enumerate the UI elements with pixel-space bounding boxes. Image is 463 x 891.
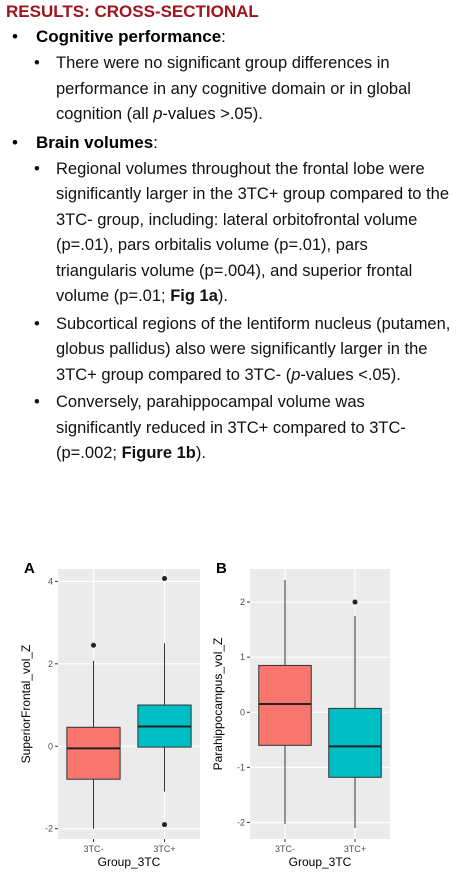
outlier bbox=[91, 642, 96, 648]
heading: RESULTS: CROSS-SECTIONAL bbox=[6, 2, 259, 21]
x-axis-label: Group_3TC bbox=[98, 855, 161, 869]
x-tick-label: 3TC- bbox=[84, 844, 104, 854]
x-tick-label: 3TC+ bbox=[344, 844, 366, 854]
text-run: There were no significant group differen… bbox=[56, 54, 411, 123]
panel-label: B bbox=[216, 560, 227, 577]
text-run: : bbox=[221, 27, 226, 46]
text-run: p bbox=[153, 105, 163, 123]
box bbox=[328, 707, 382, 778]
panel-label: A bbox=[24, 560, 35, 577]
y-tick-label: -1 bbox=[237, 762, 245, 772]
outlier bbox=[352, 599, 358, 605]
y-tick-label: 2 bbox=[48, 659, 53, 669]
plot-background bbox=[58, 569, 200, 839]
text-run: Subcortical regions of the lentiform nuc… bbox=[56, 314, 451, 384]
x-axis-label: Group_3TC bbox=[289, 855, 352, 869]
document: RESULTS: CROSS-SECTIONAL Cognitive perfor… bbox=[0, 0, 463, 467]
outlier bbox=[162, 822, 167, 828]
y-tick-label: 2 bbox=[240, 597, 245, 607]
text-run: p bbox=[291, 365, 301, 384]
text-run: -values <.05). bbox=[300, 365, 401, 384]
y-tick-label: 1 bbox=[240, 652, 245, 662]
y-tick-label: -2 bbox=[45, 824, 53, 834]
y-tick-label: 0 bbox=[240, 707, 245, 717]
bullet: Brain volumes: bbox=[12, 130, 463, 155]
text-run: -values >.05). bbox=[162, 105, 263, 123]
x-tick-label: 3TC- bbox=[275, 844, 295, 854]
text-run: : bbox=[153, 132, 158, 152]
text-run: ). bbox=[195, 444, 206, 462]
sub-bullet: Conversely, parahippocampal volume was s… bbox=[34, 390, 453, 467]
text-run: ). bbox=[217, 287, 228, 305]
sub-bullet: Subcortical regions of the lentiform nuc… bbox=[34, 312, 453, 389]
y-tick-label: -2 bbox=[237, 817, 245, 827]
bullet: Cognitive performance: bbox=[12, 24, 463, 49]
text-run: Cognitive performance bbox=[36, 27, 222, 46]
outlier bbox=[162, 575, 167, 581]
y-tick-label: 4 bbox=[48, 576, 53, 586]
sub-bullet: There were no significant group differen… bbox=[34, 51, 453, 128]
sub-bullet: Regional volumes throughout the frontal … bbox=[34, 157, 453, 310]
box bbox=[258, 664, 312, 746]
box bbox=[66, 726, 121, 780]
y-axis-label: Parahippocampus_vol_Z bbox=[211, 638, 225, 771]
text-run: Figure 1b bbox=[121, 444, 196, 462]
text-run: Conversely, parahippocampal volume was s… bbox=[56, 393, 406, 462]
text-run: Regional volumes throughout the frontal … bbox=[56, 159, 450, 306]
y-axis-label: SuperiorFrontal_vol_Z bbox=[19, 645, 33, 764]
y-tick-label: 0 bbox=[48, 741, 53, 751]
text-run: Fig 1a bbox=[170, 287, 218, 305]
x-tick-label: 3TC+ bbox=[153, 844, 175, 854]
text-run: Brain volumes bbox=[36, 132, 154, 152]
